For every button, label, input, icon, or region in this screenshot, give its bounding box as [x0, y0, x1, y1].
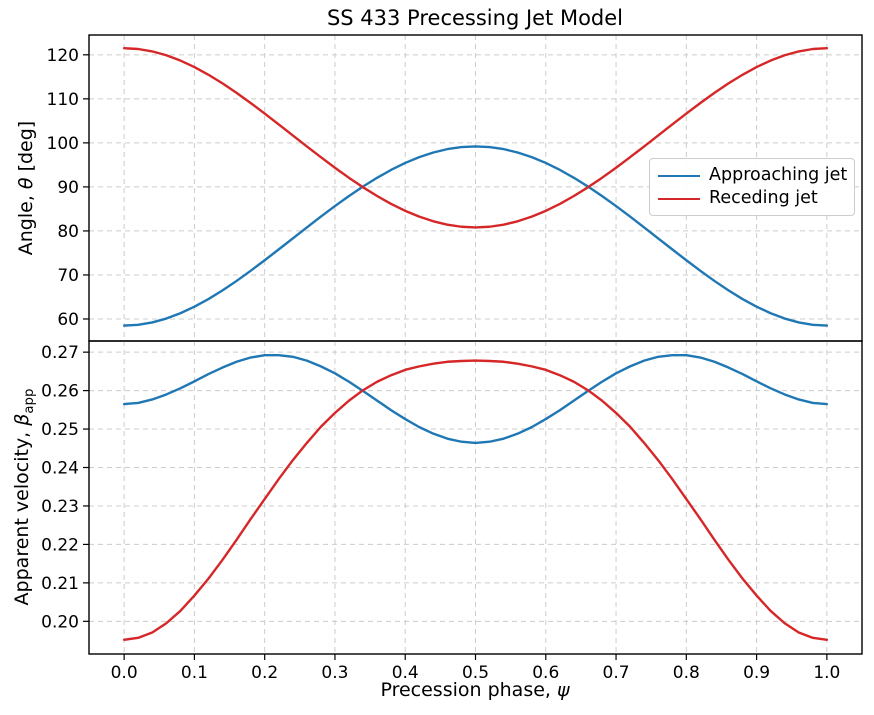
legend-label-approaching: Approaching jet — [709, 164, 848, 185]
y-axis-label-top-text: Angle, — [15, 189, 37, 256]
svg-text:0.2: 0.2 — [251, 663, 278, 683]
svg-text:0.26: 0.26 — [41, 382, 79, 402]
svg-text:0.20: 0.20 — [41, 612, 79, 632]
svg-text:0.9: 0.9 — [743, 663, 770, 683]
svg-text:0.22: 0.22 — [41, 535, 79, 555]
chart-title: SS 433 Precessing Jet Model — [326, 6, 624, 30]
legend-item-receding: Receding jet — [658, 187, 846, 210]
svg-text:0.27: 0.27 — [41, 343, 79, 363]
legend: Approaching jet Receding jet — [649, 158, 855, 216]
y-axis-label-bottom-text: Apparent velocity, — [11, 425, 34, 606]
svg-text:0.7: 0.7 — [603, 663, 630, 683]
svg-text:0.3: 0.3 — [321, 663, 348, 683]
x-axis-label: Precession phase, ψ — [380, 679, 569, 701]
svg-text:0.24: 0.24 — [41, 459, 79, 479]
svg-text:0.1: 0.1 — [181, 663, 208, 683]
y-axis-label-top-units: [deg] — [15, 120, 37, 178]
svg-text:0.5: 0.5 — [462, 663, 489, 683]
legend-item-approaching: Approaching jet — [658, 164, 848, 187]
svg-text:60: 60 — [57, 310, 79, 330]
svg-text:0.4: 0.4 — [392, 663, 419, 683]
receding-jet-line-sample — [658, 197, 700, 200]
svg-text:80: 80 — [57, 222, 79, 242]
beta-symbol: β — [11, 413, 34, 426]
svg-text:0.8: 0.8 — [673, 663, 700, 683]
legend-label-receding: Receding jet — [709, 187, 818, 208]
theta-symbol: θ — [15, 177, 37, 190]
svg-text:100: 100 — [47, 134, 79, 154]
approaching-jet-line-sample — [658, 174, 700, 177]
beta-subscript: app — [21, 388, 37, 414]
svg-text:0.21: 0.21 — [41, 574, 79, 594]
svg-text:0.25: 0.25 — [41, 420, 79, 440]
svg-text:0.0: 0.0 — [111, 663, 138, 683]
y-axis-label-top: Angle, θ [deg] — [15, 121, 37, 255]
svg-text:90: 90 — [57, 178, 79, 198]
svg-text:110: 110 — [47, 90, 79, 110]
svg-text:70: 70 — [57, 266, 79, 286]
x-axis-label-text: Precession phase, — [380, 679, 557, 701]
svg-text:1.0: 1.0 — [813, 663, 840, 683]
y-axis-label-bottom: Apparent velocity, βapp — [11, 389, 37, 606]
svg-text:120: 120 — [47, 46, 79, 66]
psi-symbol: ψ — [557, 679, 570, 701]
svg-text:0.6: 0.6 — [532, 663, 559, 683]
svg-text:0.23: 0.23 — [41, 497, 79, 517]
